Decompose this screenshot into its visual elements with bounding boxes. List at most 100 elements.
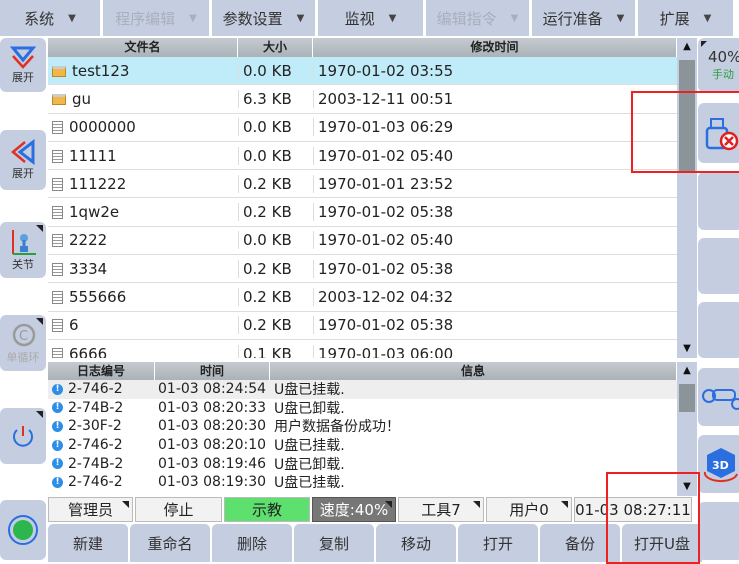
file-icon xyxy=(52,178,63,191)
chevron-down-icon: ▼ xyxy=(389,13,397,24)
file-size: 0.2 KB xyxy=(238,203,313,221)
right-blank-button-2[interactable] xyxy=(698,238,739,294)
robot-view-button[interactable] xyxy=(698,368,739,426)
clock-text: 01-03 08:27:11 xyxy=(575,501,691,519)
file-name: gu xyxy=(72,90,91,108)
power-button[interactable] xyxy=(0,408,46,464)
log-message: U盘已挂载. xyxy=(270,472,677,492)
move-button[interactable]: 移动 xyxy=(376,524,456,562)
delete-button[interactable]: 删除 xyxy=(212,524,292,562)
speed-mode-button[interactable]: 40% 手动 xyxy=(698,38,739,92)
col-filename[interactable]: 文件名 xyxy=(48,38,238,57)
right-blank-button-3[interactable] xyxy=(698,302,739,358)
menu-label: 系统 xyxy=(24,8,54,29)
menu-5[interactable]: 运行准备▼ xyxy=(532,0,635,36)
col-modified[interactable]: 修改时间 xyxy=(313,38,677,57)
scroll-thumb[interactable] xyxy=(679,60,695,172)
backup-button[interactable]: 备份 xyxy=(540,524,620,562)
right-blank-button-1[interactable] xyxy=(698,172,739,230)
file-name: 6 xyxy=(69,316,79,334)
expand-left-icon xyxy=(10,139,36,165)
info-icon: ! xyxy=(52,384,63,395)
run-state-status: 停止 xyxy=(135,497,222,522)
col-log-info: 信息 xyxy=(270,362,677,380)
speed-status[interactable]: 速度:40% xyxy=(312,497,396,522)
log-id: 2-746-2 xyxy=(68,437,123,453)
svg-text:C: C xyxy=(19,329,28,344)
file-size: 0.2 KB xyxy=(238,316,313,334)
menu-0[interactable]: 系统 ▼ xyxy=(0,0,100,36)
rename-button[interactable]: 重命名 xyxy=(130,524,210,562)
joint-button[interactable]: 关节 xyxy=(0,222,46,278)
log-table-header: 日志编号 时间 信息 xyxy=(48,362,677,380)
menu-1[interactable]: 程序编辑▼ xyxy=(103,0,209,36)
chevron-down-icon: ▼ xyxy=(189,13,197,24)
open-button[interactable]: 打开 xyxy=(458,524,538,562)
single-cycle-button[interactable]: C 单循环 xyxy=(0,315,46,371)
scroll-down-arrow[interactable]: ▼ xyxy=(677,478,697,496)
expand-down-button[interactable]: 展开 xyxy=(0,38,46,92)
new-button[interactable]: 新建 xyxy=(48,524,128,562)
mode-value: 手动 xyxy=(712,66,734,82)
3d-cube-icon: 3D xyxy=(701,444,739,484)
info-icon: ! xyxy=(52,440,63,451)
scroll-down-arrow[interactable]: ▼ xyxy=(677,340,697,358)
user-frame-status[interactable]: 用户0 xyxy=(486,497,572,522)
menu-3[interactable]: 监视▼ xyxy=(318,0,423,36)
file-time: 1970-01-03 06:00 xyxy=(313,345,677,358)
file-name: 11111 xyxy=(69,147,117,165)
log-time: 01-03 08:20:30 xyxy=(155,418,270,434)
copy-button[interactable]: 复制 xyxy=(294,524,374,562)
usb-eject-button[interactable] xyxy=(698,103,739,163)
scroll-up-arrow[interactable]: ▲ xyxy=(677,38,697,56)
chevron-down-icon: ▼ xyxy=(617,13,625,24)
tool-status[interactable]: 工具7 xyxy=(398,497,484,522)
folder-icon xyxy=(52,66,66,77)
log-scrollbar[interactable]: ▲ ▼ xyxy=(677,362,697,496)
user-level-status[interactable]: 管理员 xyxy=(48,497,133,522)
file-size: 0.2 KB xyxy=(238,288,313,306)
file-size: 0.0 KB xyxy=(238,118,313,136)
file-size: 0.0 KB xyxy=(238,231,313,249)
run-indicator-button[interactable] xyxy=(0,500,46,560)
log-id: 2-74B-2 xyxy=(68,400,123,416)
cycle-icon: C xyxy=(9,321,37,349)
log-id: 2-74B-2 xyxy=(68,456,123,472)
open-usb-button[interactable]: 打开U盘 xyxy=(622,524,702,562)
col-log-id: 日志编号 xyxy=(48,362,155,380)
run-state-text: 停止 xyxy=(163,499,193,520)
expand-left-button[interactable]: 展开 xyxy=(0,130,46,190)
scroll-up-arrow[interactable]: ▲ xyxy=(677,362,697,380)
expand-label: 展开 xyxy=(12,69,34,85)
scroll-thumb[interactable] xyxy=(679,384,695,412)
menu-2[interactable]: 参数设置▼ xyxy=(212,0,315,36)
file-icon xyxy=(52,121,63,134)
menu-4[interactable]: 编辑指令▼ xyxy=(426,0,529,36)
teach-mode-text: 示教 xyxy=(252,499,282,520)
right-blank-button-4[interactable] xyxy=(698,502,739,560)
col-size[interactable]: 大小 xyxy=(238,38,313,57)
menu-6[interactable]: 扩展▼ xyxy=(638,0,733,36)
file-scrollbar[interactable]: ▲ ▼ xyxy=(677,38,697,358)
3d-view-button[interactable]: 3D xyxy=(698,435,739,493)
action-bar: 新建重命名删除复制移动打开备份打开U盘 xyxy=(48,524,704,562)
chevron-down-icon: ▼ xyxy=(68,13,76,24)
